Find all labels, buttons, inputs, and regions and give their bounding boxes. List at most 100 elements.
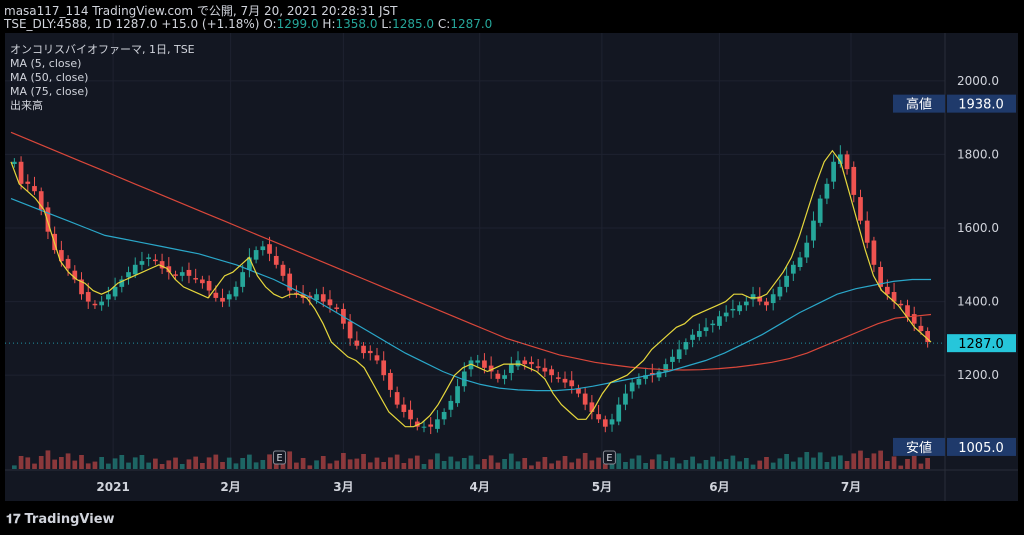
volume-bar	[878, 450, 883, 469]
volume-bar	[52, 459, 57, 469]
volume-bar	[374, 457, 380, 469]
volume-bar	[45, 450, 51, 469]
y-tick-label: 1800.0	[957, 147, 999, 161]
candle-body	[92, 303, 98, 306]
candle-body	[925, 331, 930, 343]
volume-bar	[864, 458, 870, 469]
candle-body	[25, 181, 31, 184]
close-value: 1287.0	[450, 17, 493, 31]
candle-body	[441, 411, 447, 420]
candle-body	[381, 360, 387, 376]
volume-bar	[59, 457, 64, 469]
candle-body	[737, 305, 742, 312]
low-marker-label: 安値	[906, 440, 932, 456]
volume-bar	[173, 457, 178, 469]
candle-body	[388, 372, 393, 390]
volume-bar	[347, 459, 353, 469]
volume-bar	[38, 456, 44, 469]
candle-body	[804, 242, 810, 258]
ma5-line	[10, 149, 932, 428]
volume-bar	[529, 465, 534, 469]
candle-body	[294, 292, 299, 295]
candle-body	[911, 314, 917, 324]
legend-ma75[interactable]: MA (75, close)	[10, 85, 89, 98]
volume-bar	[320, 456, 326, 469]
high-label: H:	[322, 17, 336, 31]
volume-bar	[300, 458, 306, 469]
volume-bar	[717, 461, 722, 469]
volume-bar	[414, 455, 420, 469]
candle-body	[743, 301, 749, 306]
high-marker-value-bg	[947, 94, 1016, 113]
price-chart[interactable]: 2000.0 1800.0 1600.0 1400.0 1200.0 2021 2月 3月 4月…	[5, 33, 1018, 501]
candle-body	[529, 361, 534, 365]
volume-bar	[602, 464, 608, 469]
earnings-marker-label: E	[276, 453, 282, 464]
candle-body	[717, 316, 722, 326]
volume-bar	[764, 457, 769, 469]
candle-body	[878, 267, 883, 287]
candle-body	[515, 360, 521, 367]
candle-body	[864, 220, 870, 243]
volume-bar	[777, 458, 783, 469]
volume-bar	[804, 452, 810, 469]
candle-body	[206, 280, 212, 291]
candle-body	[475, 360, 481, 363]
volume-bar	[569, 462, 575, 469]
volume-bar	[522, 458, 528, 469]
candle-body	[811, 220, 816, 241]
candle-body	[213, 292, 219, 298]
volume-bar	[72, 460, 78, 469]
legend-volume[interactable]: 出来高	[10, 99, 43, 112]
candle-body	[790, 264, 796, 274]
candle-body	[764, 301, 769, 306]
volume-bar	[18, 456, 24, 469]
candle-body	[602, 419, 608, 427]
brand-label: TradingView	[24, 512, 115, 527]
candle-body	[200, 279, 205, 284]
candle-body	[461, 371, 467, 387]
volume-bar	[670, 457, 675, 469]
ma75-line	[10, 131, 932, 371]
candle-body	[421, 426, 427, 428]
candle-body	[898, 303, 904, 306]
last-price: 1287.0	[115, 17, 158, 31]
volume-bar	[421, 464, 427, 469]
volume-bar	[891, 456, 897, 469]
volume-bar	[555, 460, 561, 469]
volume-bar	[596, 457, 601, 469]
candle-body	[99, 301, 105, 306]
chart-area[interactable]: 2000.0 1800.0 1600.0 1400.0 1200.0 2021 2月 3月 4月…	[5, 33, 1018, 501]
volume-bar	[475, 464, 481, 469]
volume-bar	[824, 462, 830, 469]
candle-body	[636, 378, 642, 385]
candle-body	[596, 414, 601, 420]
volume-bar	[85, 463, 91, 469]
legend-ma5[interactable]: MA (5, close)	[10, 57, 82, 70]
earnings-marker	[272, 450, 286, 465]
volume-bar	[92, 461, 98, 469]
candle-body	[408, 409, 413, 420]
volume-bar	[696, 463, 702, 469]
volume-bar	[549, 463, 554, 469]
open-label: O:	[263, 17, 277, 31]
candle-body	[555, 377, 561, 379]
legend-ma50[interactable]: MA (50, close)	[10, 71, 89, 84]
volume-bar	[925, 458, 930, 469]
candle-body	[394, 392, 400, 405]
candle-body	[824, 183, 830, 199]
volume-bar	[817, 452, 823, 469]
candle-body	[656, 371, 662, 378]
volume-bar	[287, 451, 293, 469]
candle-body	[589, 402, 595, 412]
volume-bar	[408, 458, 413, 469]
candle-body	[448, 400, 454, 410]
volume-bar	[441, 461, 447, 469]
volume-bar	[911, 455, 917, 469]
candle-body	[334, 307, 340, 309]
volume-bar	[871, 453, 877, 469]
volume-bar	[166, 460, 172, 469]
candle-body	[522, 360, 528, 365]
volume-bar	[394, 454, 400, 469]
candle-body	[435, 419, 440, 429]
